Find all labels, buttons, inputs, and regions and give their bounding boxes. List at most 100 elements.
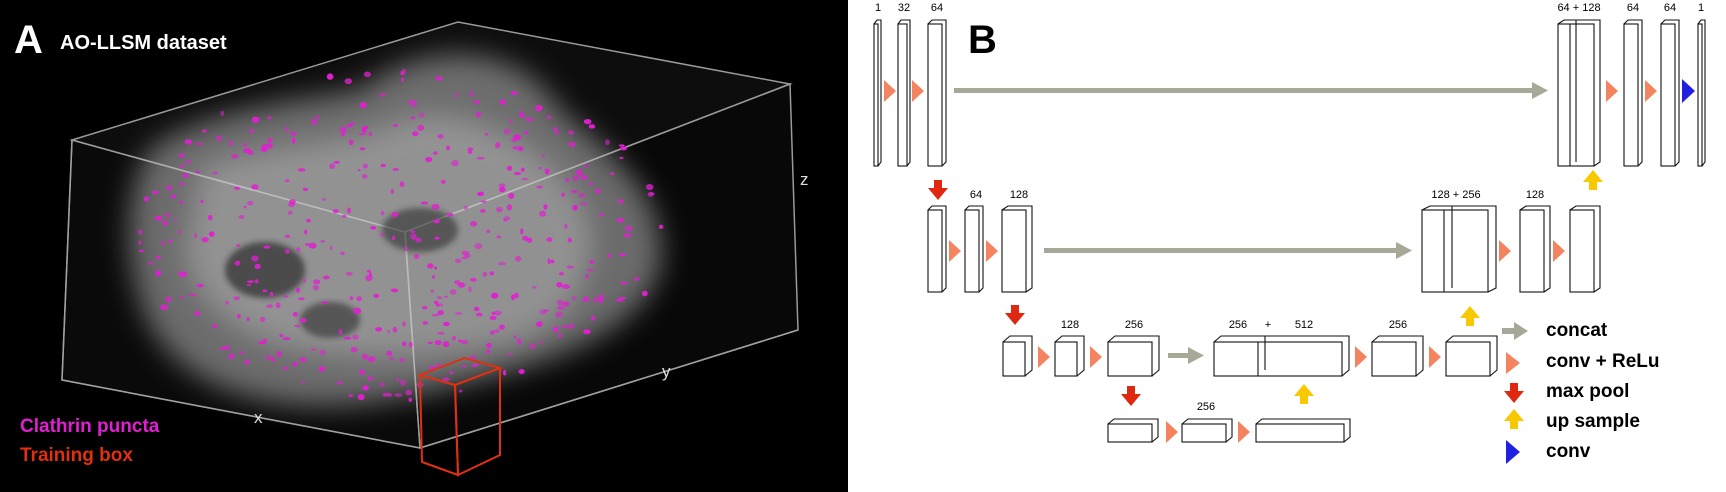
clathrin-punctum: [366, 269, 371, 273]
clathrin-punctum: [194, 310, 201, 317]
axis-label-y: y: [662, 362, 671, 381]
clathrin-punctum: [358, 132, 367, 136]
clathrin-punctum: [454, 280, 460, 285]
clathrin-punctum: [389, 356, 394, 361]
clathrin-punctum: [618, 144, 625, 147]
clathrin-punctum: [399, 181, 405, 187]
clathrin-punctum: [170, 194, 177, 199]
clathrin-punctum: [506, 204, 513, 211]
clathrin-punctum: [335, 381, 343, 385]
clathrin-punctum: [557, 305, 565, 310]
clathrin-punctum: [154, 215, 163, 221]
clathrin-punctum: [619, 156, 624, 160]
clathrin-punctum: [544, 168, 550, 175]
clathrin-punctum: [390, 288, 399, 293]
clathrin-punctum: [138, 249, 145, 253]
clathrin-punctum: [301, 380, 305, 384]
clathrin-punctum: [543, 309, 550, 312]
clathrin-punctum: [570, 190, 579, 194]
clathrin-punctum: [218, 347, 227, 350]
clathrin-punctum: [571, 296, 577, 300]
clathrin-punctum: [428, 365, 436, 370]
clathrin-punctum: [382, 392, 391, 397]
clathrin-punctum: [553, 126, 558, 133]
clathrin-punctum: [597, 299, 604, 304]
clathrin-punctum: [367, 375, 373, 381]
clathrin-punctum: [518, 114, 527, 118]
clathrin-punctum: [367, 356, 376, 363]
final-conv-arrow: [1682, 79, 1695, 103]
label-l3-concat-plus: +: [1265, 319, 1271, 331]
clathrin-punctum: [138, 240, 142, 245]
clathrin-punctum: [623, 233, 631, 238]
clathrin-punctum: [558, 333, 563, 339]
clathrin-punctum: [410, 230, 416, 234]
clathrin-punctum: [160, 304, 169, 311]
clathrin-punctum: [394, 393, 402, 397]
clathrin-punctum: [359, 102, 367, 109]
dataset-title: AO-LLSM dataset: [60, 32, 227, 54]
clathrin-punctum: [422, 320, 429, 325]
training-box: [416, 356, 504, 477]
clathrin-punctum: [525, 117, 534, 122]
clathrin-punctum: [427, 341, 433, 345]
clathrin-punctum: [357, 168, 361, 172]
clathrin-punctum: [564, 223, 568, 229]
clathrin-punctum: [288, 210, 293, 215]
network-blocks: [873, 19, 1706, 443]
clathrin-punctum: [343, 129, 348, 133]
clathrin-punctum: [491, 292, 499, 299]
clathrin-punctum: [182, 173, 189, 178]
clathrin-punctum: [529, 343, 536, 350]
clathrin-punctum: [567, 237, 572, 243]
legend-conv-relu: conv + ReLu: [1546, 351, 1660, 372]
clathrin-punctum: [352, 334, 359, 341]
clathrin-punctum: [304, 229, 308, 235]
clathrin-punctum: [440, 179, 446, 184]
clathrin-punctum: [445, 145, 451, 151]
clathrin-punctum: [503, 219, 507, 222]
clathrin-punctum: [499, 99, 506, 105]
clathrin-punctum: [499, 186, 506, 193]
concat-arrow-l3: [1168, 347, 1204, 364]
clathrin-punctum: [351, 121, 355, 126]
clathrin-punctum: [179, 296, 185, 299]
panel-b: B: [848, 0, 1726, 492]
clathrin-punctum: [345, 272, 353, 276]
clathrin-punctum: [461, 256, 468, 260]
clathrin-punctum: [546, 237, 553, 242]
clathrin-punctum: [477, 191, 485, 197]
clathrin-punctum: [538, 166, 542, 170]
clathrin-punctum: [471, 363, 480, 367]
clathrin-punctum: [323, 275, 330, 280]
clathrin-punctum: [407, 100, 412, 106]
clathrin-punctum: [220, 110, 225, 117]
clathrin-punctum: [486, 349, 490, 355]
clathrin-punctum: [411, 102, 417, 108]
clathrin-punctum: [430, 289, 435, 293]
clathrin-punctum: [512, 146, 519, 150]
clathrin-punctum: [251, 184, 259, 190]
clathrin-punctum: [434, 236, 440, 240]
clathrin-punctum: [468, 286, 472, 293]
clathrin-punctum: [641, 290, 648, 297]
clathrin-punctum: [572, 175, 579, 182]
clathrin-punctum: [484, 132, 489, 136]
clathrin-punctum: [249, 129, 254, 134]
clathrin-punctum: [364, 125, 369, 129]
clathrin-punctum: [457, 282, 466, 288]
clathrin-punctum: [266, 138, 274, 143]
clathrin-punctum: [266, 304, 274, 309]
clathrin-punctum: [284, 249, 290, 254]
block-l4-conv2: [1255, 418, 1351, 443]
clathrin-punctum: [362, 163, 368, 169]
clathrin-punctum: [522, 235, 529, 241]
clathrin-punctum: [151, 190, 160, 195]
clathrin-punctum: [553, 326, 559, 333]
clathrin-punctum: [513, 172, 522, 175]
clathrin-punctum: [573, 204, 578, 211]
clathrin-punctum: [212, 171, 218, 175]
clathrin-punctum: [458, 389, 463, 393]
clathrin-punctum: [200, 199, 204, 204]
clathrin-punctum: [287, 202, 296, 208]
